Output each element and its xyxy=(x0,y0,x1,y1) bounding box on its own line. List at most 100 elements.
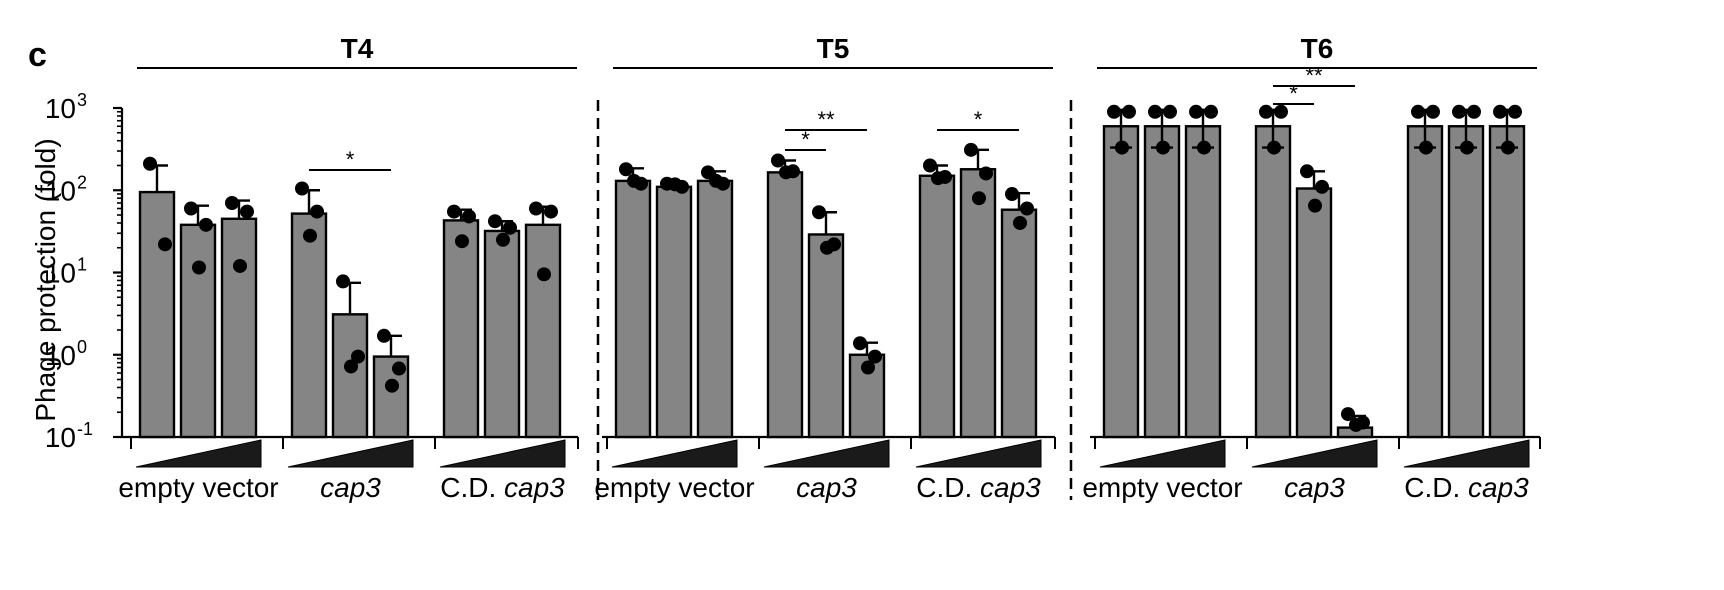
panel-title: T4 xyxy=(341,33,374,64)
y-tick-exponent: 0 xyxy=(77,337,87,357)
y-tick-exponent: -1 xyxy=(77,419,93,439)
data-point xyxy=(295,181,309,196)
bar xyxy=(1102,125,1140,439)
bar xyxy=(696,179,734,439)
group-label: cap3 xyxy=(796,472,857,503)
bar xyxy=(614,179,652,439)
significance-label: * xyxy=(346,147,355,172)
group-label-italic: cap3 xyxy=(980,472,1041,503)
data-point xyxy=(158,237,172,252)
data-point xyxy=(923,158,937,173)
group-label: cap3 xyxy=(1284,472,1345,503)
data-point xyxy=(1197,140,1211,155)
data-point xyxy=(199,217,213,232)
bar xyxy=(138,190,176,439)
bar xyxy=(442,219,480,439)
data-point xyxy=(868,349,882,364)
data-point xyxy=(496,232,510,247)
group-label: empty vector xyxy=(1082,472,1242,503)
data-point xyxy=(537,267,551,282)
data-point xyxy=(1259,104,1273,119)
group-label-plain: C.D. xyxy=(1404,472,1468,503)
group-label: C.D. cap3 xyxy=(440,472,565,503)
group-label-plain: empty vector xyxy=(118,472,278,503)
data-point xyxy=(192,260,206,275)
bar xyxy=(918,174,956,439)
bar xyxy=(807,233,845,439)
bar xyxy=(766,171,804,439)
group-label: cap3 xyxy=(320,472,381,503)
data-point xyxy=(1156,140,1170,155)
data-point xyxy=(1274,104,1288,119)
significance-label: * xyxy=(974,107,983,132)
data-point xyxy=(1426,104,1440,119)
data-point xyxy=(336,274,350,289)
data-point xyxy=(233,258,247,273)
bar xyxy=(1143,125,1181,439)
data-point xyxy=(668,177,682,192)
y-tick-label: 10 xyxy=(45,422,76,453)
data-point xyxy=(1189,104,1203,119)
data-point xyxy=(619,162,633,177)
data-point xyxy=(1267,140,1281,155)
data-point xyxy=(1452,104,1466,119)
significance-label: * xyxy=(1289,81,1298,106)
group-label: empty vector xyxy=(594,472,754,503)
data-point xyxy=(1300,164,1314,179)
data-point xyxy=(853,336,867,351)
significance-label: ** xyxy=(817,107,835,132)
panel-title: T5 xyxy=(817,33,850,64)
y-tick-label: 10 xyxy=(45,340,76,371)
data-point xyxy=(503,220,517,235)
data-point xyxy=(1315,179,1329,194)
data-point xyxy=(529,201,543,216)
data-point xyxy=(771,153,785,168)
data-point xyxy=(1308,198,1322,213)
data-point xyxy=(377,328,391,343)
data-point xyxy=(1204,104,1218,119)
data-point xyxy=(385,378,399,393)
group-label-plain: C.D. xyxy=(440,472,504,503)
data-point xyxy=(447,204,461,219)
y-tick-label: 10 xyxy=(45,175,76,206)
data-point xyxy=(1013,215,1027,230)
y-tick-label: 10 xyxy=(45,93,76,124)
data-point xyxy=(143,156,157,171)
data-point xyxy=(1411,104,1425,119)
group-label-italic: cap3 xyxy=(1284,472,1345,503)
significance-label: * xyxy=(801,127,810,152)
bar xyxy=(1254,125,1292,439)
group-label-italic: cap3 xyxy=(1468,472,1529,503)
data-point xyxy=(709,173,723,188)
data-point xyxy=(1163,104,1177,119)
data-point xyxy=(979,166,993,181)
group-label-italic: cap3 xyxy=(504,472,565,503)
group-label: C.D. cap3 xyxy=(1404,472,1529,503)
y-tick-exponent: 1 xyxy=(77,255,87,275)
data-point xyxy=(488,214,502,229)
bar xyxy=(655,185,693,439)
data-point xyxy=(1341,407,1355,422)
data-point xyxy=(184,201,198,216)
data-point xyxy=(310,204,324,219)
bar xyxy=(1488,125,1526,439)
data-point xyxy=(1467,104,1481,119)
bar xyxy=(959,168,997,439)
bar xyxy=(1406,125,1444,439)
data-point xyxy=(779,165,793,180)
data-point xyxy=(1501,140,1515,155)
bar xyxy=(1184,125,1222,439)
group-label-italic: cap3 xyxy=(320,472,381,503)
bar xyxy=(1447,125,1485,439)
data-point xyxy=(627,173,641,188)
bar xyxy=(524,223,562,439)
y-axis-label: Phage protection (fold) xyxy=(30,138,61,421)
inducer-wedge xyxy=(1251,439,1378,468)
bar xyxy=(179,223,217,439)
data-point xyxy=(972,191,986,206)
data-point xyxy=(344,359,358,374)
group-label: empty vector xyxy=(118,472,278,503)
bar xyxy=(483,229,521,439)
